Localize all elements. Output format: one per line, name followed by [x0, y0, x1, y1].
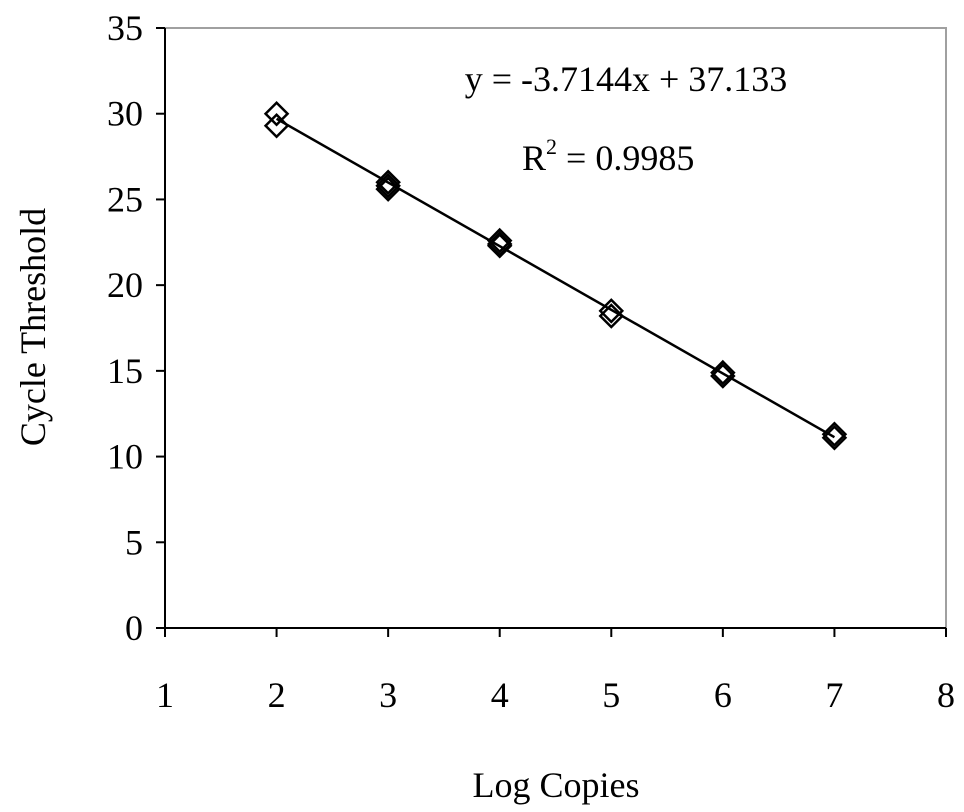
y-tick-label: 15 [107, 351, 143, 391]
data-point [821, 424, 848, 451]
y-tick-label: 25 [107, 179, 143, 219]
data-point [375, 176, 401, 202]
trendline [275, 117, 836, 439]
data-points [263, 100, 848, 451]
data-point [375, 169, 401, 196]
x-tick-label: 3 [379, 675, 397, 715]
trendline-group [275, 117, 836, 439]
y-tick-label: 0 [125, 608, 143, 648]
data-point [375, 172, 401, 199]
x-tick-label: 4 [491, 675, 509, 715]
data-point [598, 298, 625, 324]
data-point [486, 232, 513, 259]
x-tick-label: 1 [156, 675, 174, 715]
data-point [710, 359, 736, 386]
r-squared-prefix: R [522, 138, 546, 178]
r-squared-value: = 0.9985 [557, 138, 694, 178]
r-squared-superscript: 2 [546, 134, 557, 159]
y-tick-label: 35 [107, 8, 143, 48]
x-tick-label: 5 [602, 675, 620, 715]
data-point [486, 227, 513, 254]
data-point [598, 303, 625, 329]
y-tick-label: 30 [107, 94, 143, 134]
y-tick-label: 20 [107, 265, 143, 305]
x-tick-label: 7 [825, 675, 843, 715]
data-point [821, 421, 848, 448]
x-tick-label: 8 [937, 675, 955, 715]
axes [156, 27, 947, 637]
data-point [263, 100, 290, 127]
tick-labels: 0 5 10 15 20 25 30 35 1 2 3 4 5 6 7 8 [107, 8, 955, 715]
x-axis-title: Log Copies [473, 765, 640, 805]
trendline-equation: y = -3.7144x + 37.133 [465, 59, 788, 99]
x-tick-label: 6 [714, 675, 732, 715]
y-axis-title: Cycle Threshold [13, 208, 53, 446]
data-point [710, 363, 736, 389]
x-tick-label: 2 [268, 675, 286, 715]
y-tick-label: 5 [125, 522, 143, 562]
data-point [263, 112, 290, 139]
r-squared-label: R2 = 0.9985 [522, 134, 694, 178]
y-tick-label: 10 [107, 437, 143, 477]
